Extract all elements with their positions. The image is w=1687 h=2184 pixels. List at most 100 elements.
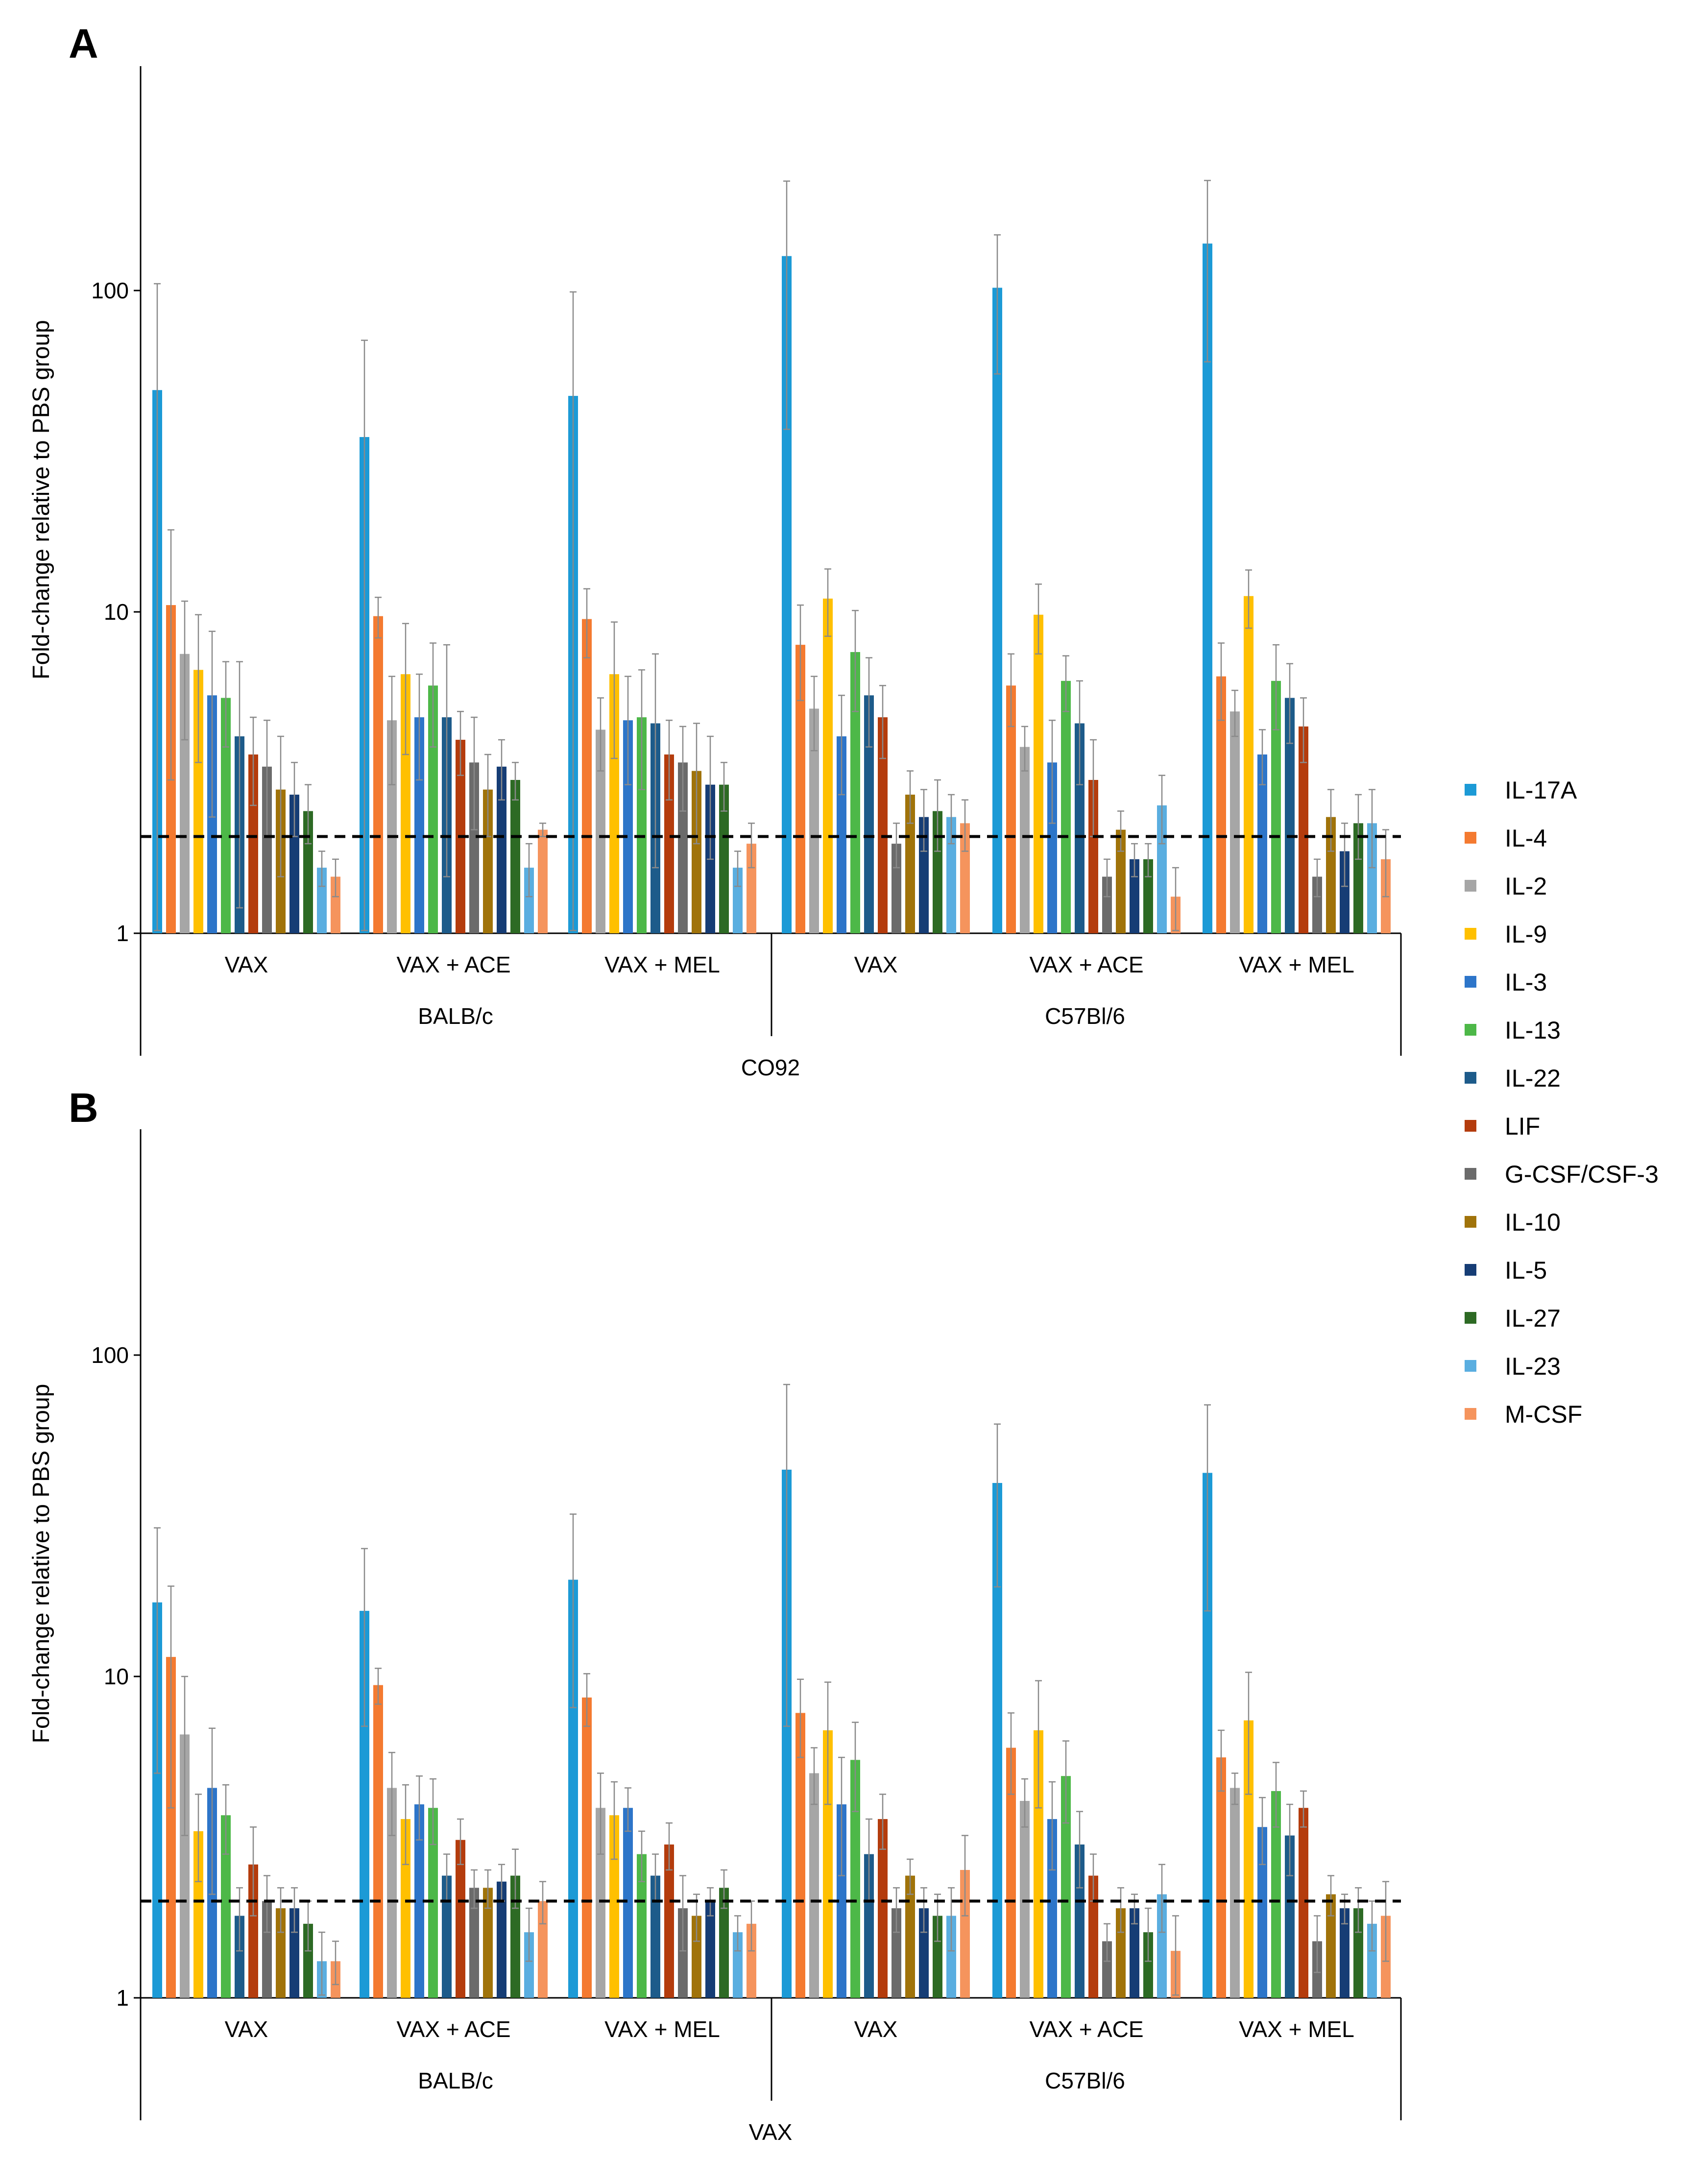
bar-il-5: [1340, 1908, 1350, 1998]
bar-g-csf-csf-3: [892, 1908, 901, 1998]
bar-il-10: [1116, 829, 1126, 933]
bar-il-2: [1020, 1801, 1030, 1998]
legend-swatch: [1465, 832, 1476, 844]
bar-il-2: [180, 654, 190, 933]
bar-il-27: [933, 811, 942, 933]
legend-label: IL-10: [1505, 1209, 1561, 1236]
bar-m-csf: [331, 876, 340, 933]
legend-label: IL-17A: [1505, 777, 1577, 804]
bar-lif: [248, 754, 258, 933]
bar-il-13: [428, 1808, 438, 1998]
bar-il-13: [1061, 1776, 1071, 1998]
legend-swatch: [1465, 1168, 1476, 1180]
bar-il-13: [637, 717, 647, 933]
bar-il-10: [1326, 817, 1336, 933]
legend: IL-17A IL-4 IL-2 IL-9 IL-3 IL-13 IL-22 LIF G-CSF…: [1465, 777, 1659, 1428]
x-category-label: VAX: [225, 2016, 268, 2042]
bar-il-27: [1353, 823, 1363, 933]
bar-lif: [664, 1844, 674, 1998]
bar-il-23: [946, 1916, 956, 1998]
bar-il-13: [221, 698, 231, 933]
bar-lif: [878, 717, 888, 933]
x-category-label: VAX + ACE: [396, 952, 510, 977]
x-category-label: VAX + MEL: [1239, 2016, 1354, 2042]
legend-swatch: [1465, 976, 1476, 988]
bar-il-10: [483, 789, 493, 933]
bar-il-17a: [992, 288, 1002, 933]
bar-il-9: [823, 1730, 833, 1998]
y-axis-label: Fold-change relative to PBS group: [28, 1384, 54, 1744]
bar-il-22: [651, 1875, 660, 1998]
bar-g-csf-csf-3: [892, 844, 901, 933]
bar-il-23: [317, 868, 327, 933]
bar-il-5: [1130, 1908, 1139, 1998]
bar-il-13: [637, 1854, 647, 1998]
bar-lif: [1299, 1808, 1308, 1998]
bar-il-27: [510, 1875, 520, 1998]
bar-g-csf-csf-3: [1102, 876, 1112, 933]
bar-il-4: [795, 645, 805, 933]
bar-il-10: [483, 1888, 493, 1998]
strain-label: C57Bl/6: [1045, 2068, 1125, 2093]
bar-il-22: [1075, 1844, 1084, 1998]
x-category-label: VAX + MEL: [604, 2016, 720, 2042]
bar-il-17a: [568, 1579, 578, 1998]
bar-m-csf: [747, 844, 756, 933]
bar-il-27: [1143, 859, 1153, 933]
bar-lif: [248, 1864, 258, 1998]
x-category-label: VAX + ACE: [396, 2016, 510, 2042]
legend-label: IL-2: [1505, 873, 1547, 900]
bar-il-9: [1244, 596, 1253, 933]
bar-il-2: [180, 1734, 190, 1998]
bar-il-27: [1143, 1932, 1153, 1998]
bar-il-9: [1244, 1720, 1253, 1998]
bar-il-27: [719, 1888, 729, 1998]
bar-il-5: [705, 1901, 715, 1998]
bar-il-23: [1157, 1894, 1167, 1998]
bar-il-23: [1367, 823, 1377, 933]
bar-il-4: [1006, 685, 1016, 933]
y-tick-label: 100: [91, 278, 129, 303]
bar-il-22: [1075, 723, 1084, 933]
bar-il-13: [1271, 1791, 1281, 1998]
y-tick-label: 100: [91, 1342, 129, 1368]
x-category-label: VAX: [854, 952, 898, 977]
bar-il-5: [497, 766, 506, 933]
bar-lif: [878, 1819, 888, 1998]
bar-il-22: [235, 1916, 244, 1998]
legend-swatch: [1465, 1024, 1476, 1036]
bar-il-27: [719, 784, 729, 933]
legend-label: IL-23: [1505, 1353, 1561, 1380]
bar-il-17a: [782, 1469, 792, 1998]
legend-swatch: [1465, 1264, 1476, 1276]
bar-il-4: [582, 619, 592, 933]
bar-il-23: [1367, 1923, 1377, 1998]
bar-il-23: [524, 868, 534, 933]
bar-il-4: [166, 1657, 176, 1998]
bar-il-4: [1216, 676, 1226, 933]
bar-il-22: [442, 1875, 452, 1998]
bar-il-10: [276, 1908, 286, 1998]
bar-il-4: [795, 1713, 805, 1998]
bar-g-csf-csf-3: [1312, 876, 1322, 933]
bar-il-10: [905, 1875, 915, 1998]
panel-b: B 1 10 100 Fold-change relative to PBS group…: [28, 1085, 1402, 2145]
x-category-label: VAX + ACE: [1029, 2016, 1143, 2042]
bar-il-23: [733, 868, 743, 933]
bar-il-5: [919, 817, 929, 933]
bar-il-22: [864, 1854, 874, 1998]
bar-lif: [456, 1840, 465, 1998]
condition-label: VAX: [749, 2119, 793, 2145]
y-tick-label: 1: [116, 1985, 129, 2011]
bar-g-csf-csf-3: [469, 1888, 479, 1998]
legend-label: IL-27: [1505, 1305, 1561, 1332]
bar-il-3: [1257, 1827, 1267, 1998]
legend-label: IL-5: [1505, 1257, 1547, 1284]
bar-lif: [1088, 1875, 1098, 1998]
bar-il-4: [1216, 1757, 1226, 1998]
bar-il-17a: [782, 256, 792, 933]
legend-swatch: [1465, 1120, 1476, 1132]
bar-il-9: [401, 674, 410, 933]
bar-g-csf-csf-3: [262, 766, 272, 933]
